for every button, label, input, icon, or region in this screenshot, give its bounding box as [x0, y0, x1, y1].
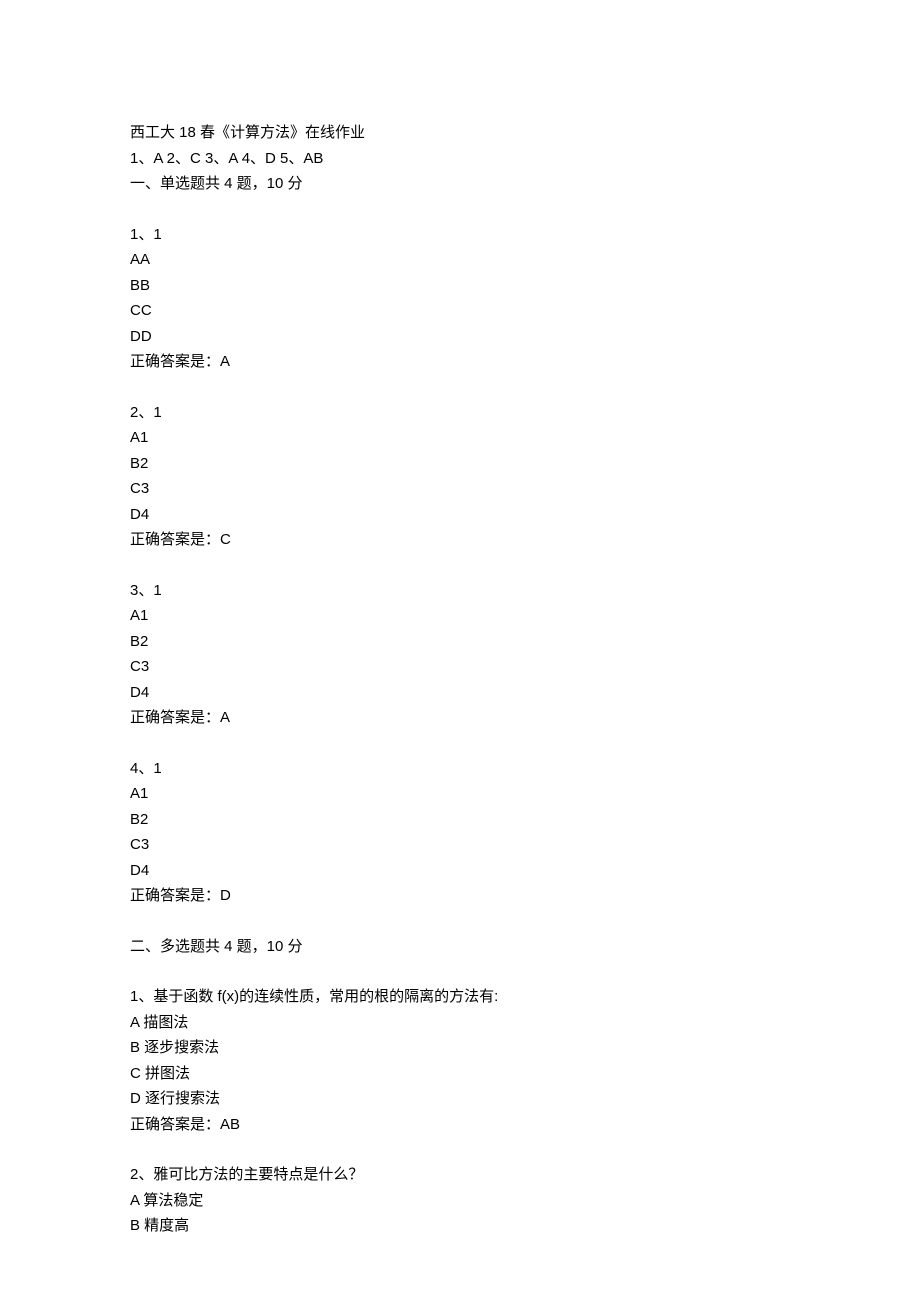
q2-answer: 正确答案是：C — [130, 527, 790, 553]
section1-title: 一、单选题共 4 题，10 分 — [130, 171, 790, 197]
q2-option-d: D4 — [130, 502, 790, 528]
answer-key: 1、A 2、C 3、A 4、D 5、AB — [130, 146, 790, 172]
mq1-option-b: B 逐步搜索法 — [130, 1035, 790, 1061]
q4-number: 4、1 — [130, 756, 790, 782]
q4-option-c: C3 — [130, 832, 790, 858]
q1-number: 1、1 — [130, 222, 790, 248]
q2-number: 2、1 — [130, 400, 790, 426]
q1-option-d: DD — [130, 324, 790, 350]
spacer — [130, 553, 790, 578]
q3-number: 3、1 — [130, 578, 790, 604]
mq1-option-c: C 拼图法 — [130, 1061, 790, 1087]
q1-option-b: BB — [130, 273, 790, 299]
q4-answer: 正确答案是：D — [130, 883, 790, 909]
q1-option-c: CC — [130, 298, 790, 324]
mq2-option-b: B 精度高 — [130, 1213, 790, 1239]
q4-option-a: A1 — [130, 781, 790, 807]
spacer — [130, 909, 790, 934]
q3-answer: 正确答案是：A — [130, 705, 790, 731]
spacer — [130, 731, 790, 756]
q3-option-a: A1 — [130, 603, 790, 629]
q3-option-b: B2 — [130, 629, 790, 655]
q2-option-a: A1 — [130, 425, 790, 451]
q4-option-d: D4 — [130, 858, 790, 884]
q2-option-c: C3 — [130, 476, 790, 502]
spacer — [130, 197, 790, 222]
q1-option-a: AA — [130, 247, 790, 273]
mq1-answer: 正确答案是：AB — [130, 1112, 790, 1138]
mq2-option-a: A 算法稳定 — [130, 1188, 790, 1214]
q4-option-b: B2 — [130, 807, 790, 833]
q3-option-d: D4 — [130, 680, 790, 706]
q2-option-b: B2 — [130, 451, 790, 477]
q1-answer: 正确答案是：A — [130, 349, 790, 375]
mq1-option-a: A 描图法 — [130, 1010, 790, 1036]
mq1-number: 1、基于函数 f(x)的连续性质，常用的根的隔离的方法有: — [130, 984, 790, 1010]
q3-option-c: C3 — [130, 654, 790, 680]
section2-title: 二、多选题共 4 题，10 分 — [130, 934, 790, 960]
spacer — [130, 1137, 790, 1162]
spacer — [130, 375, 790, 400]
mq1-option-d: D 逐行搜索法 — [130, 1086, 790, 1112]
doc-title: 西工大 18 春《计算方法》在线作业 — [130, 120, 790, 146]
mq2-number: 2、雅可比方法的主要特点是什么？ — [130, 1162, 790, 1188]
spacer — [130, 959, 790, 984]
